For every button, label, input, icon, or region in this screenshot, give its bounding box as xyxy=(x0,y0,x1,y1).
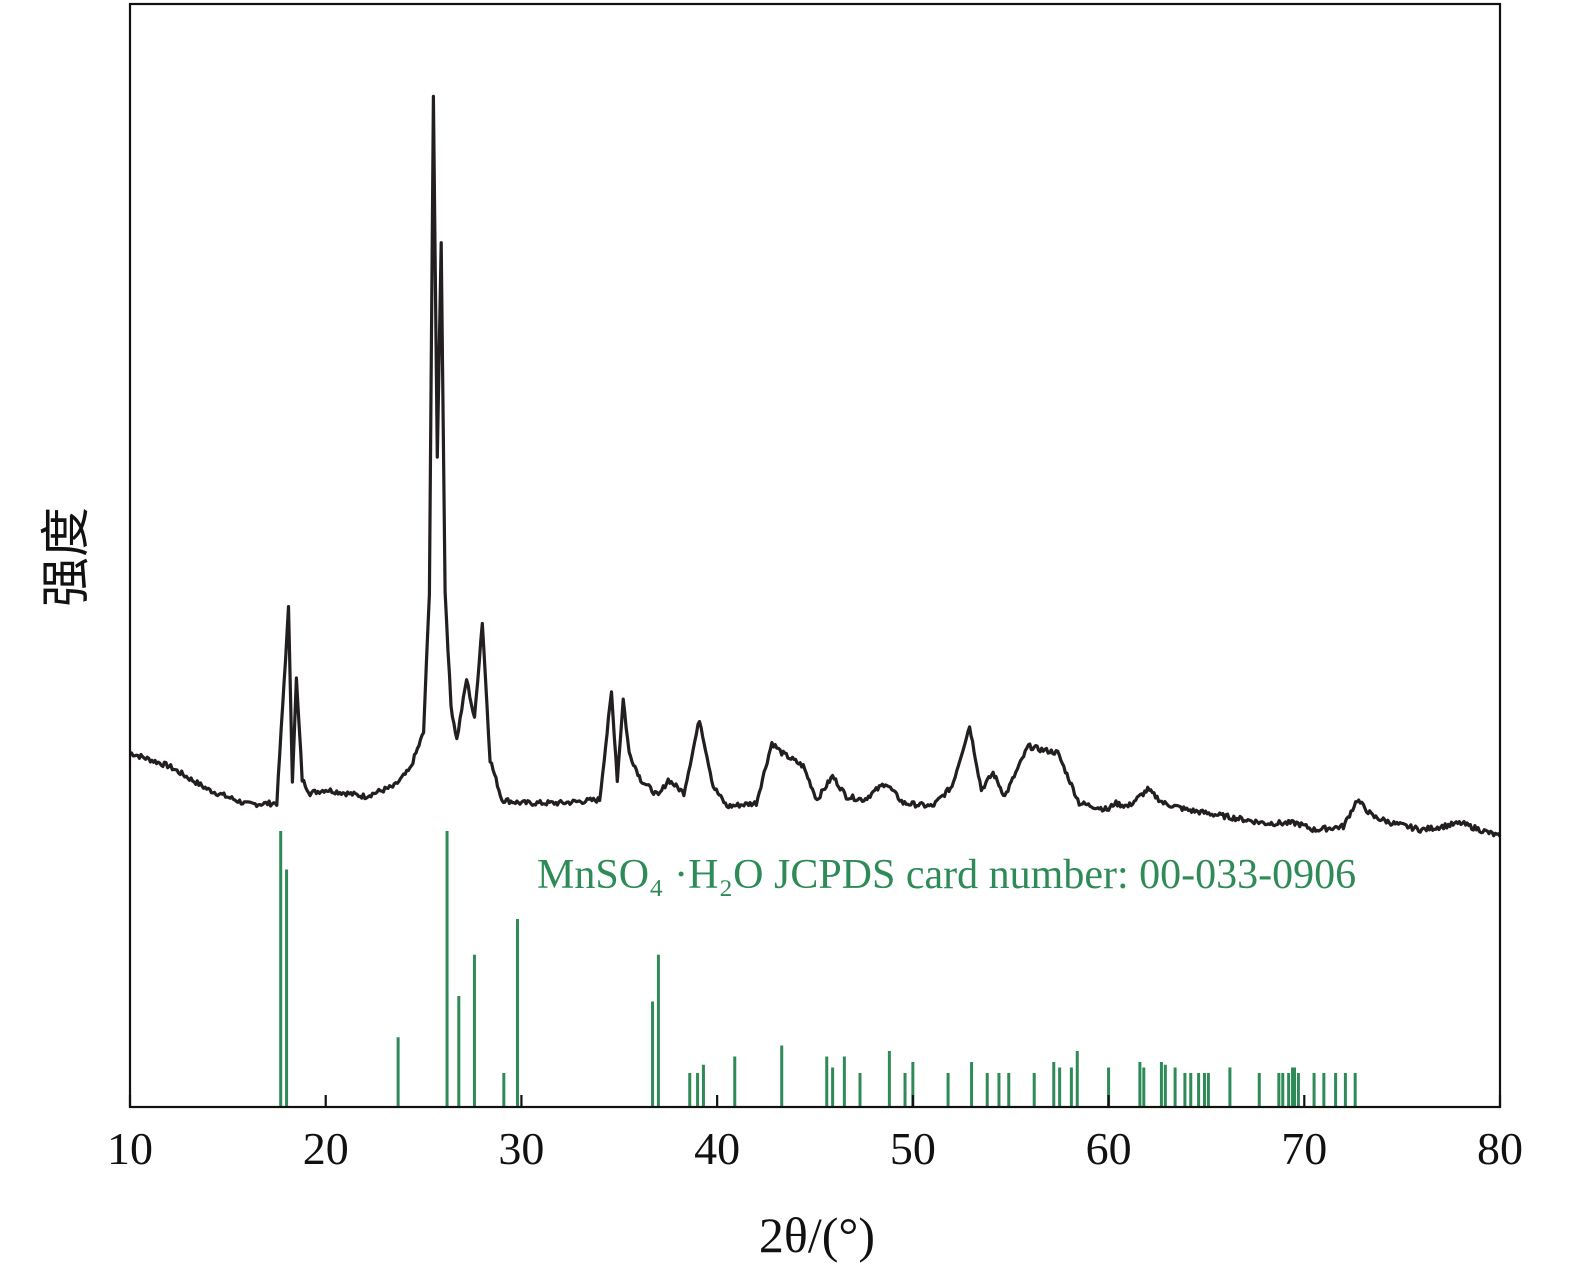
reference-sticks xyxy=(279,831,1357,1106)
x-tick-label: 40 xyxy=(694,1123,740,1174)
reference-label: MnSO₄ ·H₂O JCPDS card number: 00-033-090… xyxy=(537,852,1356,898)
x-tick-label: 10 xyxy=(107,1123,153,1174)
x-tick-label: 30 xyxy=(498,1123,544,1174)
x-axis-title: 2θ/(°) xyxy=(759,1207,875,1263)
y-axis-title: 强度 xyxy=(37,507,95,607)
x-tick-label: 70 xyxy=(1281,1123,1327,1174)
x-tick-label: 20 xyxy=(303,1123,349,1174)
xrd-pattern-line xyxy=(129,94,1502,838)
x-tick-label: 80 xyxy=(1477,1123,1523,1174)
x-axis-ticks: 10 20 30 40 50 60 70 80 xyxy=(107,1095,1523,1174)
x-tick-label: 60 xyxy=(1086,1123,1132,1174)
x-tick-label: 50 xyxy=(890,1123,936,1174)
plot-frame xyxy=(128,2,1502,1109)
plot-area xyxy=(129,94,1502,838)
